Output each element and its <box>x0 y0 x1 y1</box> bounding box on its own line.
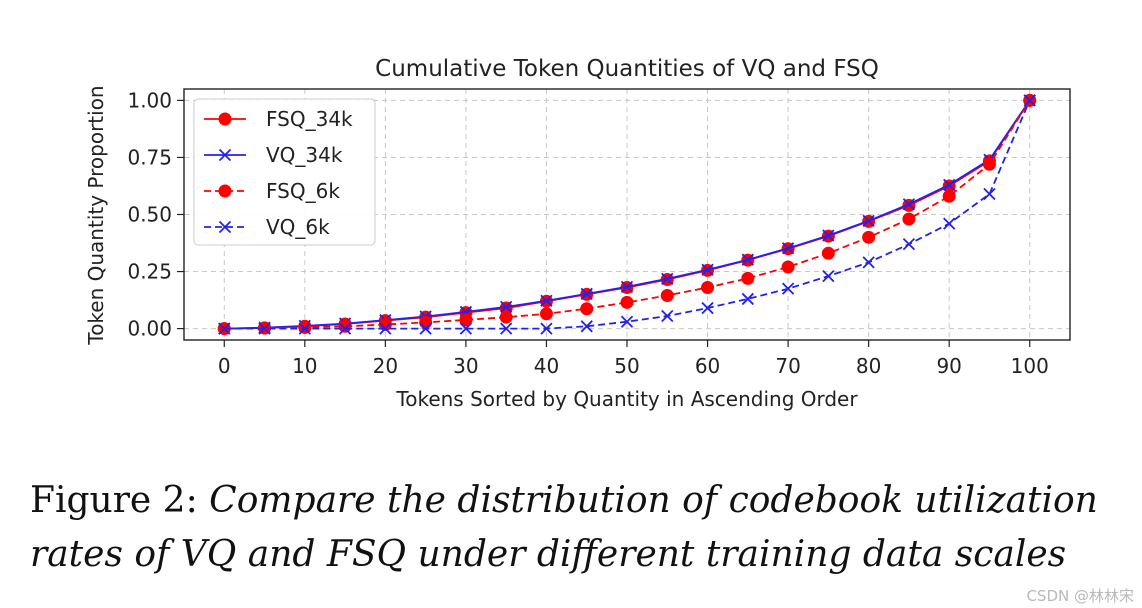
data-point-vq-34k <box>701 263 714 276</box>
legend-label-vq-34k: VQ_34k <box>266 143 343 167</box>
x-tick-label: 90 <box>936 354 961 378</box>
data-point-fsq-6k <box>580 302 594 316</box>
x-tick-label: 10 <box>292 354 317 378</box>
data-point-vq-6k <box>661 309 674 323</box>
data-point-vq-6k <box>1023 94 1036 107</box>
data-point-fsq-6k <box>781 260 795 274</box>
data-point-vq-6k <box>822 269 835 283</box>
data-point-vq-6k <box>338 322 352 335</box>
data-point-vq-34k <box>580 287 593 301</box>
series-line-fsq-6k <box>224 99 1031 330</box>
series-layer <box>217 93 1037 336</box>
x-tick-label: 100 <box>1011 354 1049 378</box>
y-tick-label: 0.25 <box>127 260 172 284</box>
data-point-vq-34k <box>943 178 956 191</box>
data-point-fsq-6k <box>902 212 916 226</box>
legend-box <box>193 98 376 246</box>
data-point-vq-34k <box>620 280 634 293</box>
data-point-fsq-6k <box>459 313 473 327</box>
data-point-vq-6k <box>459 322 473 335</box>
data-point-fsq-6k <box>620 295 634 309</box>
chart: Cumulative Token Quantities of VQ and FS… <box>84 56 1071 411</box>
data-point-vq-34k <box>822 229 835 242</box>
y-tick-label: 0.75 <box>127 145 172 169</box>
figure-caption: Figure 2: Compare the distribution of co… <box>30 474 1130 582</box>
data-point-vq-6k <box>540 322 553 335</box>
data-point-fsq-6k <box>862 230 876 244</box>
data-point-vq-34k <box>781 242 795 255</box>
data-point-vq-6k <box>741 292 754 306</box>
x-tick-label: 40 <box>534 354 559 378</box>
caption-label: Figure 2: <box>30 480 198 521</box>
series-line-vq-6k <box>224 100 1031 330</box>
data-point-vq-6k <box>943 217 956 230</box>
data-point-vq-6k <box>419 322 432 335</box>
legend-marker-fsq-6k <box>218 184 232 198</box>
x-tick-label: 70 <box>775 354 800 378</box>
data-point-vq-6k <box>902 238 916 251</box>
data-point-fsq-6k <box>660 289 674 303</box>
data-point-vq-34k <box>500 300 513 314</box>
legend-label-vq-6k: VQ_6k <box>266 215 330 239</box>
data-point-vq-6k <box>580 320 593 333</box>
x-axis-label: Tokens Sorted by Quantity in Ascending O… <box>395 387 858 411</box>
x-tick-label: 80 <box>856 354 881 378</box>
grid <box>184 89 1070 340</box>
y-axis-label: Token Quantity Proportion <box>84 85 108 345</box>
data-point-vq-6k <box>218 322 231 335</box>
data-point-vq-6k <box>379 322 392 335</box>
data-point-vq-34k <box>902 198 916 211</box>
x-tick-label: 0 <box>218 354 231 378</box>
data-point-vq-34k <box>661 272 674 285</box>
legend-label-fsq-6k: FSQ_6k <box>266 179 340 203</box>
x-axis-ticks: 0 10 20 30 40 50 60 70 80 90 100 <box>218 340 1049 378</box>
y-tick-label: 1.00 <box>127 88 172 112</box>
data-point-fsq-6k <box>982 157 996 171</box>
data-point-fsq-6k <box>539 307 553 321</box>
legend-marker-vq-6k <box>218 220 232 234</box>
data-point-vq-34k <box>741 253 754 266</box>
data-point-vq-6k <box>298 322 311 335</box>
data-point-vq-6k <box>620 315 634 328</box>
x-tick-label: 50 <box>614 354 639 378</box>
x-tick-label: 60 <box>695 354 720 378</box>
chart-title: Cumulative Token Quantities of VQ and FS… <box>375 56 879 82</box>
data-point-vq-6k <box>258 322 271 335</box>
data-point-fsq-6k <box>741 271 755 285</box>
data-point-vq-34k <box>540 294 553 307</box>
legend-label-fsq-34k: FSQ_34k <box>266 107 353 131</box>
data-point-vq-6k <box>701 301 714 315</box>
x-tick-label: 30 <box>453 354 478 378</box>
series-vq-6k <box>218 94 1036 335</box>
legend-marker-fsq-34k <box>218 112 232 126</box>
plot-frame <box>183 88 1071 341</box>
y-tick-label: 0.50 <box>127 203 172 227</box>
y-tick-label: 0.00 <box>127 317 172 341</box>
x-tick-label: 20 <box>373 354 398 378</box>
legend-marker-vq-34k <box>218 148 232 162</box>
legend: FSQ_34k VQ_34k FSQ_6k VQ_6k <box>193 98 376 246</box>
data-point-vq-6k <box>500 322 513 335</box>
watermark: CSDN @林林宋 <box>1026 587 1134 605</box>
data-point-fsq-6k <box>821 246 835 260</box>
data-point-fsq-6k <box>701 281 715 295</box>
data-point-vq-34k <box>862 214 875 228</box>
data-point-vq-6k <box>862 256 875 269</box>
data-point-vq-6k <box>781 282 795 295</box>
data-point-fsq-6k <box>499 310 513 324</box>
data-point-fsq-6k <box>338 319 352 333</box>
y-axis-ticks: 0.00 0.25 0.50 0.75 1.00 <box>127 88 184 341</box>
data-point-fsq-6k <box>942 189 956 203</box>
data-point-vq-6k <box>983 187 996 201</box>
data-point-fsq-6k <box>419 315 433 329</box>
caption-text: Compare the distribution of codebook uti… <box>30 480 1098 575</box>
